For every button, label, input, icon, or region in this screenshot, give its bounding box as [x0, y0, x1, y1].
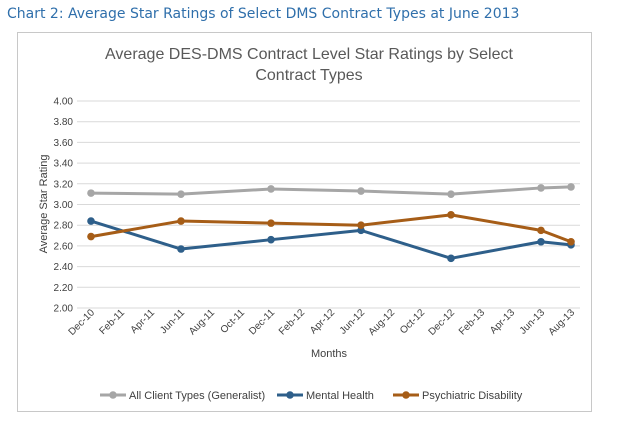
x-tick-label: Aug-11 — [187, 307, 217, 337]
legend-label: All Client Types (Generalist) — [129, 390, 265, 402]
data-point — [537, 226, 545, 235]
y-tick-label: 3.60 — [54, 138, 74, 149]
x-tick-label: Jun-13 — [518, 307, 548, 337]
x-tick-label: Feb-12 — [277, 307, 307, 337]
y-tick-label: 2.60 — [54, 241, 74, 252]
data-point — [447, 254, 455, 263]
y-tick-label: 2.00 — [54, 304, 74, 315]
y-tick-label: 2.80 — [54, 221, 74, 232]
y-tick-label: 2.40 — [54, 262, 74, 273]
x-tick-label: Jun-11 — [158, 307, 187, 336]
legend-label: Psychiatric Disability — [422, 390, 523, 402]
y-axis-label: Average Star Rating — [38, 155, 50, 254]
data-point — [537, 184, 545, 192]
data-point — [567, 237, 575, 246]
y-tick-label: 3.00 — [54, 200, 74, 211]
data-point — [447, 211, 455, 219]
data-point — [87, 189, 95, 197]
data-point — [87, 217, 95, 225]
legend-label: Mental Health — [306, 390, 374, 402]
x-tick-label: Dec-12 — [427, 307, 458, 338]
data-point — [447, 190, 455, 198]
data-point — [177, 190, 185, 198]
y-tick-label: 3.40 — [54, 159, 74, 170]
chart-title-line: Average DES-DMS Contract Level Star Rati… — [105, 46, 513, 63]
series-line — [90, 185, 572, 196]
data-point — [567, 183, 575, 191]
data-point — [177, 217, 185, 225]
data-point — [357, 187, 365, 195]
y-tick-label: 4.00 — [54, 97, 74, 108]
data-point — [87, 232, 95, 241]
data-point — [267, 185, 275, 193]
data-point — [357, 221, 365, 229]
y-tick-label: 2.20 — [54, 283, 74, 294]
x-tick-label: Oct-12 — [398, 307, 427, 336]
x-tick-label: Dec-11 — [247, 307, 277, 337]
y-tick-label: 3.20 — [54, 179, 74, 190]
figure-caption: Chart 2: Average Star Ratings of Select … — [7, 6, 520, 22]
y-tick-label: 3.80 — [54, 117, 74, 128]
data-point — [267, 219, 275, 227]
data-point — [267, 235, 275, 244]
x-tick-label: Jun-12 — [338, 307, 368, 337]
chart-title-line: Contract Types — [255, 67, 362, 84]
x-tick-label: Aug-12 — [367, 307, 398, 338]
legend-marker — [286, 391, 294, 399]
x-tick-label: Aug-13 — [547, 307, 578, 338]
series-line — [90, 213, 572, 244]
legend-marker — [402, 391, 410, 399]
x-axis-label: Months — [311, 348, 348, 360]
x-tick-label: Feb-11 — [97, 307, 127, 337]
x-tick-label: Apr-11 — [129, 307, 158, 336]
legend-marker — [109, 391, 117, 399]
x-tick-label: Feb-13 — [457, 307, 487, 337]
x-tick-label: Apr-12 — [308, 307, 337, 336]
x-tick-label: Oct-11 — [219, 307, 248, 336]
data-point — [177, 245, 185, 253]
data-point — [537, 237, 545, 246]
x-tick-label: Apr-13 — [488, 307, 517, 336]
series-line — [90, 219, 572, 260]
